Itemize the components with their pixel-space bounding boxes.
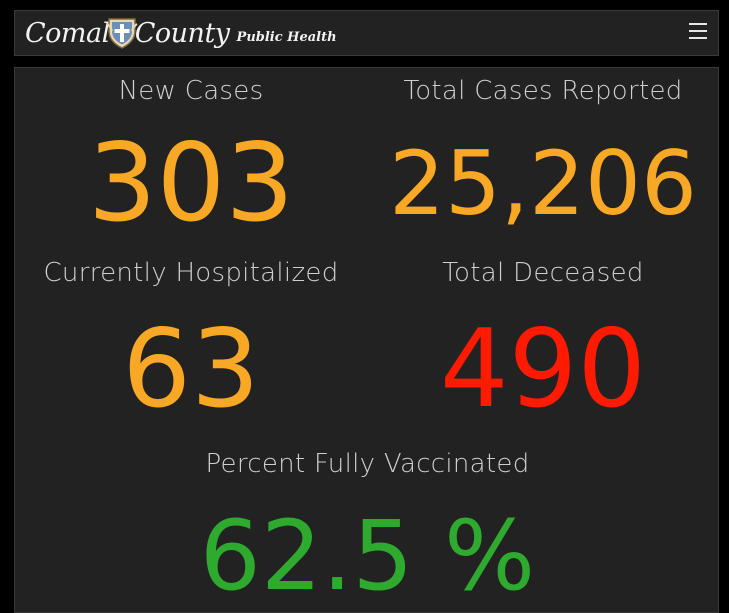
logo-word-comal: Comal bbox=[25, 17, 110, 49]
vaccinated-value: 62.5 % bbox=[199, 500, 536, 612]
new-cases-value: 303 bbox=[87, 121, 295, 246]
deceased-value: 490 bbox=[439, 307, 647, 432]
vaccinated-label: Percent Fully Vaccinated bbox=[205, 449, 530, 479]
logo-subtitle: Public Health bbox=[236, 29, 337, 45]
stats-panel: New Cases 303 Total Cases Reported 25,20… bbox=[14, 67, 719, 613]
new-cases-label: New Cases bbox=[118, 76, 264, 106]
logo-word-county: County bbox=[134, 17, 230, 49]
comal-county-logo[interactable]: Comal County Public Health bbox=[25, 11, 337, 55]
app-header: Comal County Public Health bbox=[14, 10, 719, 56]
menu-bar-bottom bbox=[689, 37, 707, 39]
county-seal-icon bbox=[106, 18, 138, 49]
hospitalized-value: 63 bbox=[122, 307, 260, 432]
menu-bar-top bbox=[689, 23, 707, 25]
deceased-label: Total Deceased bbox=[442, 258, 644, 288]
hospitalized-label: Currently Hospitalized bbox=[43, 258, 339, 288]
hamburger-menu-icon[interactable] bbox=[688, 23, 708, 41]
total-cases-value: 25,206 bbox=[389, 132, 697, 235]
menu-bar-middle bbox=[689, 30, 707, 32]
total-cases-label: Total Cases Reported bbox=[403, 76, 683, 106]
